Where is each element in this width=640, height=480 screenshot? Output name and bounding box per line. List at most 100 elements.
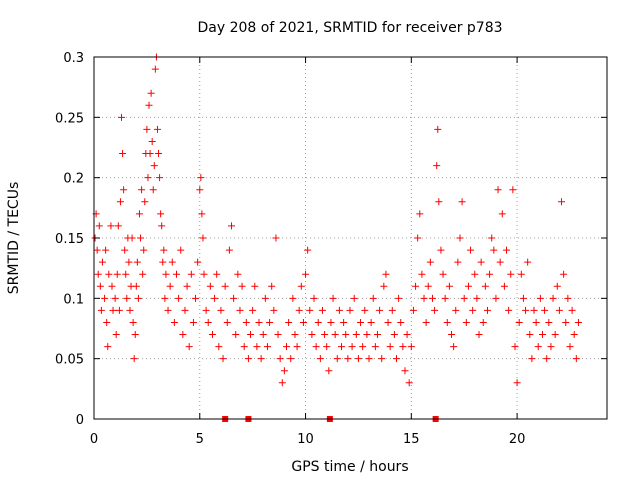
data-point <box>181 306 189 314</box>
data-point <box>135 210 143 218</box>
data-point <box>151 65 159 73</box>
y-tick-label: 0.15 <box>55 232 84 247</box>
data-point <box>433 162 441 170</box>
data-point <box>272 234 280 242</box>
data-point <box>125 258 133 266</box>
data-point <box>112 331 120 339</box>
data-point <box>511 343 519 351</box>
data-point <box>173 270 181 278</box>
data-point <box>123 294 131 302</box>
data-point <box>116 198 124 206</box>
data-point <box>196 186 204 194</box>
data-point <box>199 234 207 242</box>
x-tick-label: 10 <box>297 432 314 447</box>
data-point <box>302 270 310 278</box>
data-point <box>553 282 561 290</box>
data-point <box>471 270 479 278</box>
data-point <box>566 343 574 351</box>
grid <box>94 57 607 419</box>
data-point <box>149 186 157 194</box>
data-point <box>206 282 214 290</box>
data-point <box>175 294 183 302</box>
data-point <box>340 318 348 326</box>
data-point <box>568 306 576 314</box>
data-point <box>416 210 424 218</box>
data-point <box>519 294 527 302</box>
data-point <box>107 222 115 230</box>
data-point <box>437 246 445 254</box>
data-point <box>382 270 390 278</box>
data-point <box>327 318 335 326</box>
data-point <box>528 355 536 363</box>
data-point <box>486 270 494 278</box>
data-point <box>454 258 462 266</box>
data-point <box>386 343 394 351</box>
data-point <box>297 282 305 290</box>
data-point <box>217 306 225 314</box>
data-point <box>503 246 511 254</box>
data-point <box>448 331 456 339</box>
data-point <box>354 355 362 363</box>
data-point <box>198 210 206 218</box>
data-point <box>325 367 333 375</box>
data-point <box>346 306 354 314</box>
data-point <box>405 379 413 387</box>
data-point <box>308 331 316 339</box>
plot-frame <box>93 56 608 420</box>
data-point <box>105 270 113 278</box>
data-point <box>166 282 174 290</box>
data-point <box>225 246 233 254</box>
data-point <box>242 318 250 326</box>
data-point <box>126 306 134 314</box>
data-point <box>530 306 538 314</box>
data-point <box>108 282 116 290</box>
data-point <box>424 282 432 290</box>
y-tick-label: 0.3 <box>63 51 84 66</box>
data-point <box>490 246 498 254</box>
data-point <box>380 282 388 290</box>
data-point <box>113 270 121 278</box>
data-point <box>467 246 475 254</box>
data-point <box>223 318 231 326</box>
data-point <box>460 294 468 302</box>
y-tick-label: 0.05 <box>55 353 84 368</box>
data-point <box>492 294 500 302</box>
data-point <box>197 174 205 182</box>
y-tick-label: 0 <box>76 413 84 428</box>
data-point <box>401 367 409 375</box>
data-point <box>384 318 392 326</box>
data-point <box>299 318 307 326</box>
data-point <box>498 210 506 218</box>
data-points <box>91 53 582 422</box>
data-point <box>312 343 320 351</box>
data-point <box>162 270 170 278</box>
data-point <box>221 282 229 290</box>
data-point <box>570 331 578 339</box>
data-point <box>422 318 430 326</box>
data-point <box>177 246 185 254</box>
data-point <box>185 343 193 351</box>
data-point <box>234 270 242 278</box>
chart-title: Day 208 of 2021, SRMTID for receiver p78… <box>197 20 502 36</box>
data-point <box>445 282 453 290</box>
data-point <box>373 331 381 339</box>
data-point <box>549 294 557 302</box>
y-tick-label: 0.1 <box>63 292 84 307</box>
data-point <box>261 294 269 302</box>
data-point <box>496 258 504 266</box>
data-point <box>183 282 191 290</box>
data-point <box>96 282 104 290</box>
data-point <box>280 367 288 375</box>
data-point <box>94 270 102 278</box>
data-point <box>452 306 460 314</box>
data-point <box>98 258 106 266</box>
data-point <box>462 318 470 326</box>
data-point <box>158 222 166 230</box>
data-point <box>219 355 227 363</box>
data-point <box>536 294 544 302</box>
data-point <box>534 343 542 351</box>
axis-ticks: 0 0.05 0.1 0.15 0.2 0.25 0.3 0 5 10 15 20 <box>55 51 607 447</box>
data-point <box>109 306 117 314</box>
x-tick-label: 5 <box>196 432 204 447</box>
